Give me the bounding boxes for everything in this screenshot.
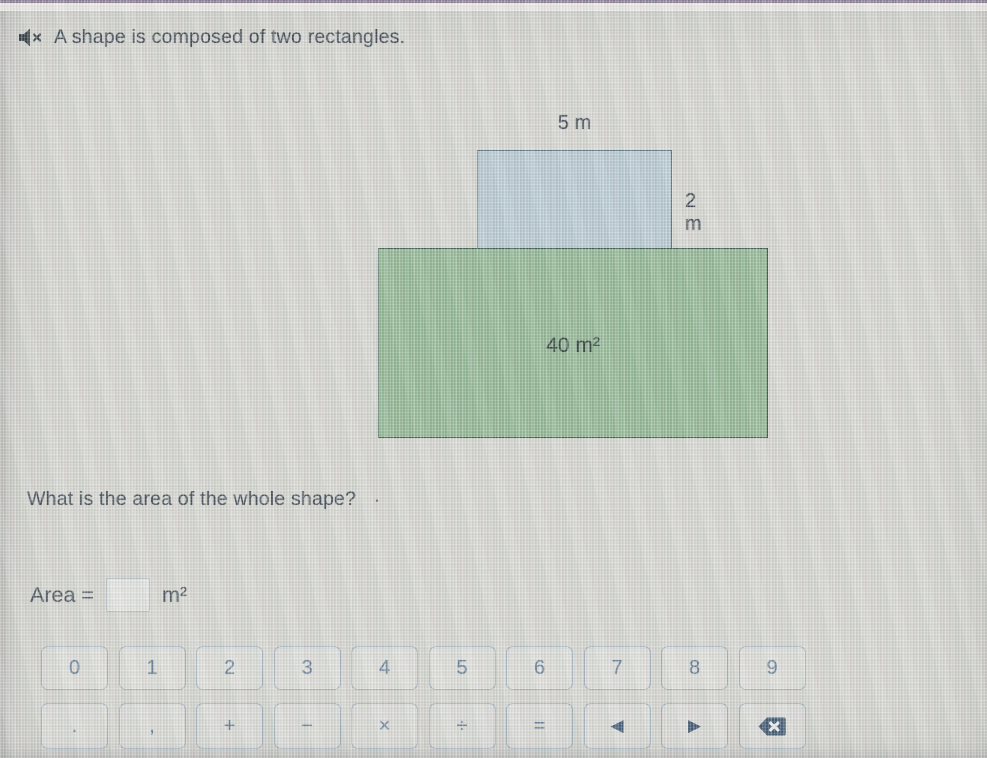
photo-top-highlight (0, 3, 987, 11)
audio-muted-button[interactable] (18, 27, 45, 48)
bottom-rectangle (378, 248, 768, 438)
backspace-icon (758, 717, 786, 735)
prompt-row: A shape is composed of two rectangles. (18, 26, 405, 49)
cursor-dot: · (374, 490, 381, 509)
key-backspace[interactable] (738, 703, 806, 749)
question-row: What is the area of the whole shape? · (27, 488, 380, 511)
key-cursor-left[interactable]: ◀ (583, 703, 651, 749)
top-width-label: 5 m (557, 112, 592, 134)
prompt-text: A shape is composed of two rectangles. (54, 26, 406, 48)
key-plus[interactable]: + (196, 703, 263, 749)
key-4[interactable]: 4 (351, 646, 418, 690)
muted-speaker-icon (19, 28, 42, 47)
key-6[interactable]: 6 (506, 646, 573, 690)
key-8[interactable]: 8 (661, 646, 728, 690)
key-comma[interactable]: , (118, 703, 186, 749)
key-0[interactable]: 0 (41, 646, 108, 690)
question-text: What is the area of the whole shape? (27, 488, 357, 510)
key-equals[interactable]: = (506, 703, 573, 749)
key-multiply[interactable]: × (351, 703, 418, 749)
area-label: Area = (30, 582, 94, 607)
key-7[interactable]: 7 (583, 646, 651, 690)
key-3[interactable]: 3 (273, 646, 341, 690)
keypad-row-digits: 0 1 2 3 4 5 6 7 8 9 (41, 646, 806, 690)
bottom-area-label: 40 m² (546, 334, 600, 357)
area-unit: m² (161, 582, 188, 607)
area-input[interactable] (105, 578, 150, 612)
top-rectangle (477, 150, 672, 249)
key-minus[interactable]: − (273, 703, 341, 749)
key-divide[interactable]: ÷ (428, 703, 496, 749)
key-5[interactable]: 5 (428, 646, 496, 690)
key-9[interactable]: 9 (738, 646, 806, 690)
key-1[interactable]: 1 (118, 646, 186, 690)
keypad-row-operators: . , + − × ÷ = ◀ ▶ (41, 703, 806, 749)
top-height-label: 2 m (685, 190, 702, 235)
answer-row: Area = m² (30, 578, 187, 612)
key-2[interactable]: 2 (196, 646, 263, 690)
photo-top-edge (0, 0, 987, 3)
key-cursor-right[interactable]: ▶ (661, 703, 728, 749)
key-decimal[interactable]: . (41, 703, 108, 749)
